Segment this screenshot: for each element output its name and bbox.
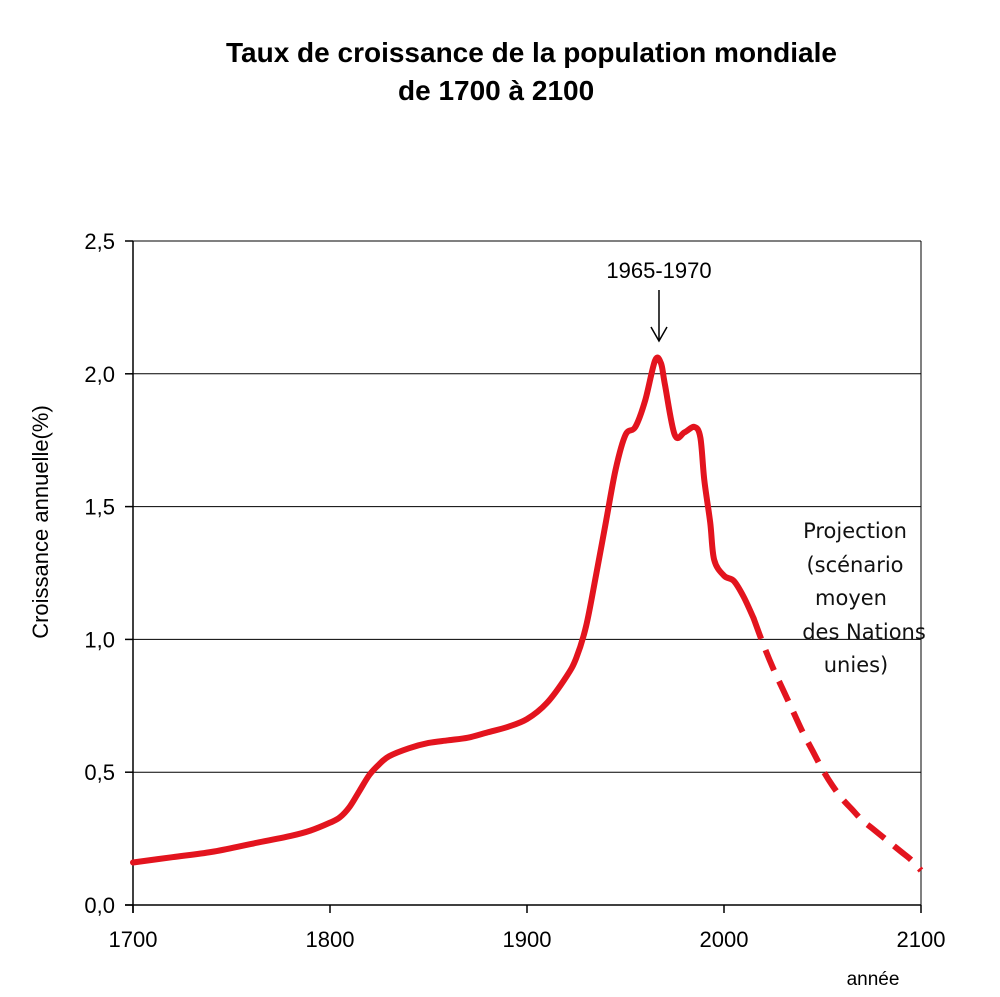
x-axis-label: année — [847, 969, 900, 990]
y-tick-label: 0,5 — [84, 760, 115, 785]
y-axis-label: Croissance annuelle(%) — [28, 405, 53, 639]
projection-line-3: moyen — [815, 586, 887, 610]
peak-arrow-head-icon — [650, 326, 668, 343]
peak-label: 1965-1970 — [606, 258, 711, 283]
y-tick-label: 2,0 — [84, 362, 115, 387]
projection-line-1: Projection — [803, 519, 907, 543]
historical-series-line — [130, 354, 757, 866]
x-tick-label: 2100 — [897, 927, 946, 952]
projection-line-5: unies) — [824, 653, 889, 677]
y-tick-label: 2,5 — [84, 229, 115, 254]
y-tick-label: 0,0 — [84, 893, 115, 918]
projection-line-2: (scénario — [806, 553, 903, 577]
chart-title: Taux de croissance de la population mond… — [0, 34, 1000, 110]
x-tick-label: 1900 — [503, 927, 552, 952]
projection-line-4: des Nations — [802, 620, 926, 644]
projection-series-line — [750, 617, 924, 873]
y-tick-label: 1,5 — [84, 495, 115, 520]
y-ticks: 0,0 0,5 1,0 1,5 2,0 2,5 — [84, 229, 133, 918]
chart-title-line-2: de 1700 à 2100 — [398, 75, 595, 106]
x-tick-label: 1700 — [109, 927, 158, 952]
gridlines — [133, 240, 921, 773]
x-ticks: 1700 1800 1900 2000 2100 — [109, 905, 946, 952]
projection-annotation: Projection (scénario moyen des Nations u… — [802, 519, 926, 677]
x-tick-label: 1800 — [306, 927, 355, 952]
chart-title-line-1: Taux de croissance de la population mond… — [226, 37, 837, 68]
x-tick-label: 2000 — [700, 927, 749, 952]
peak-annotation: 1965-1970 — [606, 258, 712, 343]
axes — [125, 241, 922, 913]
y-tick-label: 1,0 — [84, 627, 115, 652]
series — [130, 354, 924, 873]
